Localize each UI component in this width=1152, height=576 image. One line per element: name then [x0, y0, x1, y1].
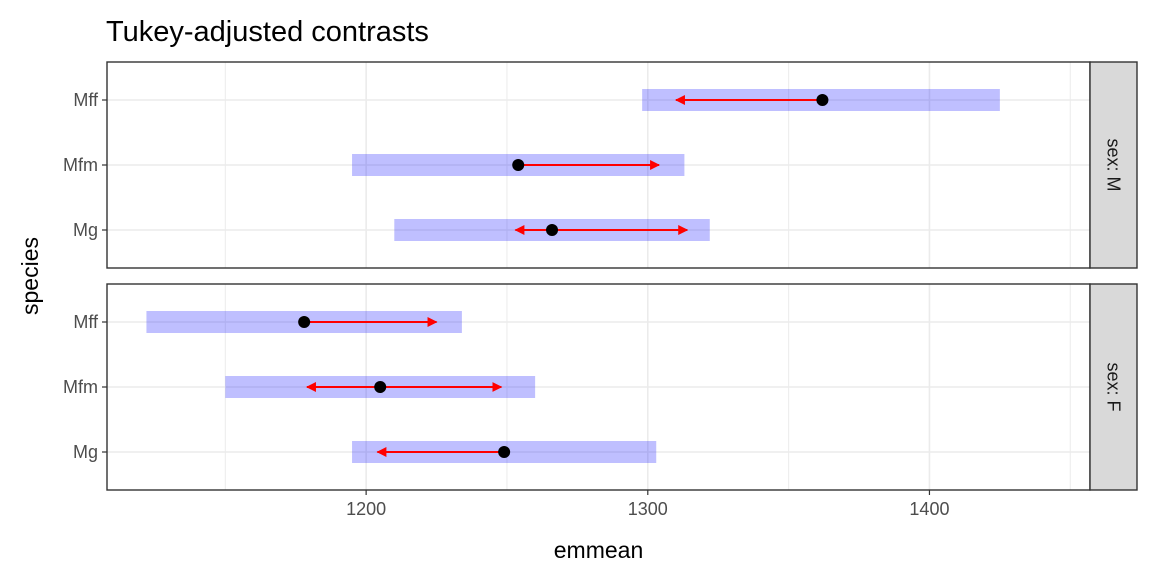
- facet-strip-label: sex: F: [1104, 362, 1124, 411]
- facet-strip-label: sex: M: [1104, 138, 1124, 191]
- y-tick-label: Mfm: [63, 377, 98, 397]
- x-axis: 1200 1300 1400: [346, 490, 949, 519]
- chart-title: Tukey-adjusted contrasts: [106, 16, 429, 48]
- x-tick-label: 1400: [909, 499, 949, 519]
- panel-1: Mff Mfm Mg sex: M: [63, 61, 1138, 269]
- y-tick-label: Mff: [73, 312, 99, 332]
- y-tick-label: Mg: [73, 220, 98, 240]
- y-tick-label: Mff: [73, 90, 99, 110]
- x-tick-label: 1200: [346, 499, 386, 519]
- emmean-point-mff: [298, 316, 311, 328]
- y-tick-label: Mfm: [63, 155, 98, 175]
- emmean-point-mfm: [374, 381, 387, 393]
- emmean-point-mg: [498, 446, 511, 458]
- x-axis-title: emmean: [554, 537, 643, 563]
- y-axis-title: species: [17, 237, 43, 315]
- emmean-point-mff: [816, 94, 829, 106]
- emmean-point-mfm: [512, 159, 525, 171]
- emmean-point-mg: [546, 224, 559, 236]
- panel-2: Mff Mfm Mg sex: F: [63, 283, 1138, 491]
- panels-group: Mff Mfm Mg sex: M Mff Mfm Mg sex: F 1200 1300 1400: [63, 61, 1138, 519]
- y-tick-label: Mg: [73, 442, 98, 462]
- x-tick-label: 1300: [628, 499, 668, 519]
- facet-strip: [1089, 283, 1138, 491]
- facet-strip: [1089, 61, 1138, 269]
